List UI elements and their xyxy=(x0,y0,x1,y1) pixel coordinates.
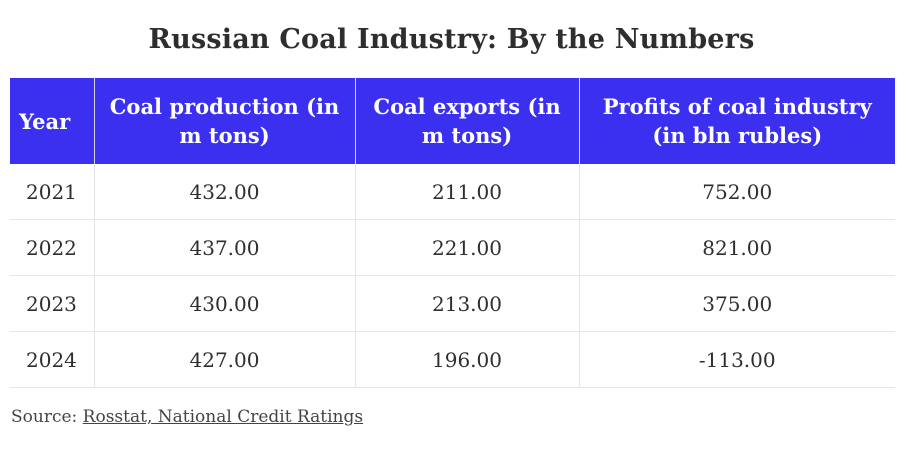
cell-coal-production: 427.00 xyxy=(94,331,356,388)
header-year: Year xyxy=(10,78,95,164)
cell-profits: -113.00 xyxy=(579,331,895,388)
cell-year: 2024 xyxy=(10,331,95,388)
header-coal-production: Coal production (in m tons) xyxy=(94,78,356,164)
cell-profits: 752.00 xyxy=(579,164,895,220)
source-note: Source: Rosstat, National Credit Ratings xyxy=(11,407,363,427)
header-profits: Profits of coal industry (in bln rubles) xyxy=(579,78,895,164)
source-link[interactable]: Rosstat, National Credit Ratings xyxy=(82,407,364,427)
cell-year: 2023 xyxy=(10,275,95,332)
cell-year: 2022 xyxy=(10,219,95,276)
cell-profits: 821.00 xyxy=(579,219,895,276)
cell-profits: 375.00 xyxy=(579,275,895,332)
cell-year: 2021 xyxy=(10,164,95,220)
table-row: 2024 427.00 196.00 -113.00 xyxy=(10,331,895,388)
chart-title: Russian Coal Industry: By the Numbers xyxy=(148,24,755,55)
table-header-row: Year Coal production (in m tons) Coal ex… xyxy=(10,78,895,164)
cell-coal-exports: 213.00 xyxy=(355,275,580,332)
header-coal-exports: Coal exports (in m tons) xyxy=(355,78,580,164)
source-label: Source: xyxy=(11,407,78,427)
cell-coal-production: 437.00 xyxy=(94,219,356,276)
table-row: 2023 430.00 213.00 375.00 xyxy=(10,275,895,332)
table-row: 2022 437.00 221.00 821.00 xyxy=(10,219,895,276)
data-table: Year Coal production (in m tons) Coal ex… xyxy=(10,78,895,388)
table-row: 2021 432.00 211.00 752.00 xyxy=(10,164,895,220)
cell-coal-exports: 211.00 xyxy=(355,164,580,220)
cell-coal-production: 432.00 xyxy=(94,164,356,220)
cell-coal-production: 430.00 xyxy=(94,275,356,332)
cell-coal-exports: 221.00 xyxy=(355,219,580,276)
cell-coal-exports: 196.00 xyxy=(355,331,580,388)
